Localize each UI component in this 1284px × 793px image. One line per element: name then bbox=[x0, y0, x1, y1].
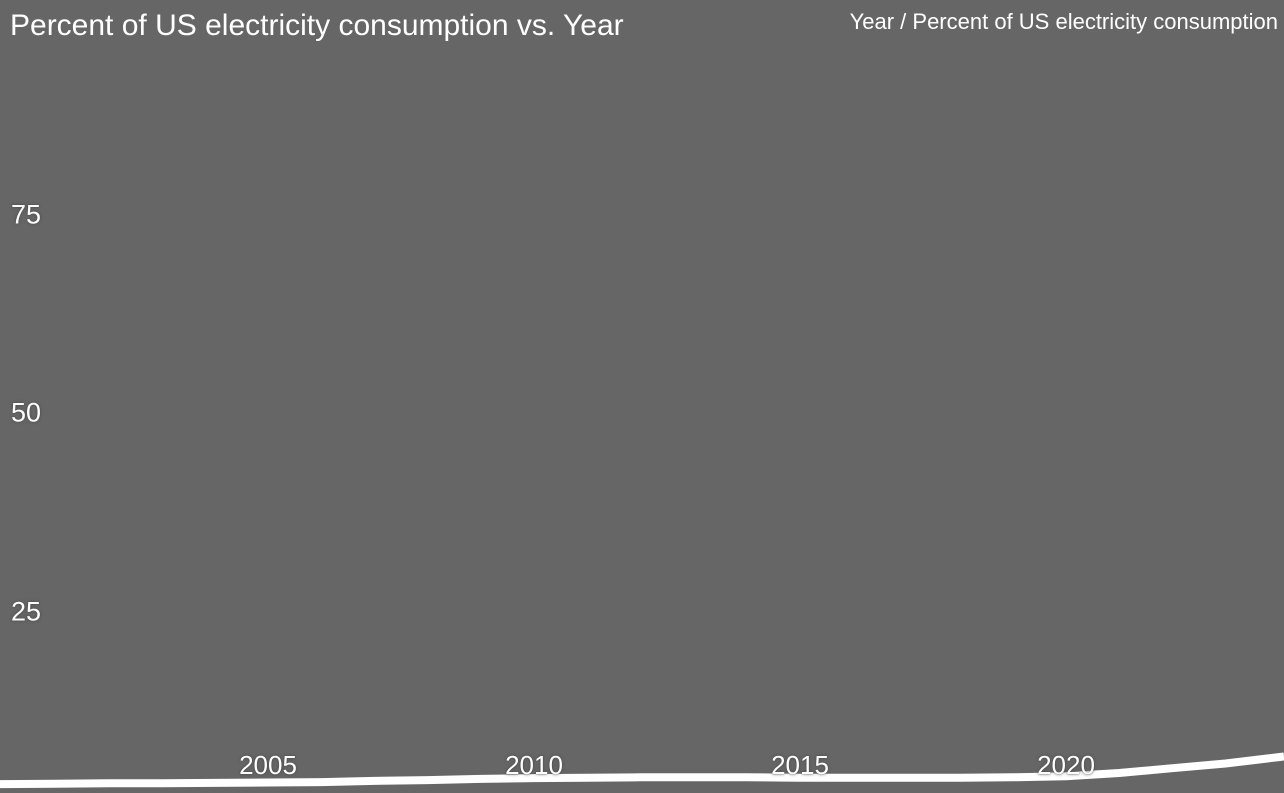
chart-title: Percent of US electricity consumption vs… bbox=[10, 9, 624, 42]
axis-readout-label: Year / Percent of US electricity consump… bbox=[849, 9, 1278, 34]
x-tick-label: 2015 bbox=[771, 750, 829, 780]
x-tick-label: 2005 bbox=[239, 750, 297, 780]
x-tick-label: 2010 bbox=[505, 750, 563, 780]
y-tick-label: 75 bbox=[11, 199, 42, 230]
series-line bbox=[0, 752, 1284, 789]
y-tick-label: 25 bbox=[11, 596, 42, 627]
x-tick-label: 2020 bbox=[1037, 750, 1095, 780]
y-tick-label: 50 bbox=[11, 397, 42, 428]
